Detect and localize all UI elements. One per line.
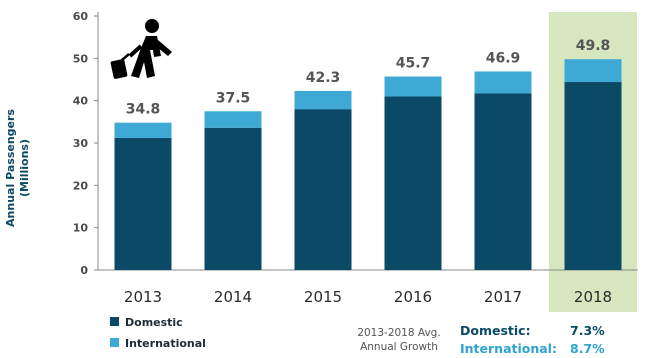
total-label-2014: 37.5	[216, 90, 251, 106]
growth-domestic-value: 7.3%	[570, 323, 605, 338]
growth-domestic-label: Domestic:	[460, 323, 531, 338]
growth-title-line2: Annual Growth	[360, 341, 438, 353]
total-label-2016: 45.7	[396, 56, 431, 72]
y-tick-label: 10	[73, 222, 89, 235]
legend-swatch-international	[110, 338, 119, 347]
legend-international: International	[110, 337, 206, 350]
growth-title-line1: 2013-2018 Avg.	[357, 327, 441, 339]
bar-domestic-2014	[204, 127, 262, 270]
x-tick-label-2016: 2016	[394, 288, 432, 306]
legend-label-domestic: Domestic	[125, 316, 183, 329]
y-axis-sublabel: (Millions)	[18, 139, 31, 197]
bar-domestic-2015	[294, 109, 352, 270]
x-tick-label-2013: 2013	[124, 288, 162, 306]
y-tick-label: 30	[73, 137, 89, 150]
y-tick-label: 20	[73, 179, 89, 192]
bar-international-2013	[114, 122, 172, 138]
y-tick-label: 0	[80, 264, 88, 277]
y-tick-label: 40	[73, 95, 89, 108]
x-tick-label-2015: 2015	[304, 288, 342, 306]
growth-international-label: International:	[460, 341, 557, 356]
growth-title: 2013-2018 Avg. Annual Growth	[340, 326, 458, 354]
bar-domestic-2017	[474, 93, 532, 270]
x-tick-label-2014: 2014	[214, 288, 252, 306]
bar-domestic-2016	[384, 96, 442, 270]
bar-domestic-2018	[564, 82, 622, 270]
x-tick-label-2017: 2017	[484, 288, 522, 306]
bar-international-2014	[204, 111, 262, 128]
total-label-2015: 42.3	[306, 70, 341, 86]
legend-swatch-domestic	[110, 317, 119, 326]
traveler-with-luggage-icon	[110, 19, 172, 79]
bar-international-2015	[294, 90, 352, 110]
y-axis-label: Annual Passengers	[4, 109, 17, 227]
y-tick-label: 50	[73, 52, 89, 65]
legend-label-international: International	[125, 337, 206, 350]
legend-domestic: Domestic	[110, 316, 183, 329]
growth-international-value: 8.7%	[570, 341, 605, 356]
total-label-2018: 49.8	[576, 38, 611, 54]
bar-international-2016	[384, 76, 442, 97]
total-label-2017: 46.9	[486, 50, 521, 66]
bar-international-2018	[564, 59, 622, 83]
bar-international-2017	[474, 71, 532, 94]
total-label-2013: 34.8	[126, 102, 161, 118]
y-tick-label: 60	[73, 10, 89, 23]
x-tick-label-2018: 2018	[574, 288, 612, 306]
bar-domestic-2013	[114, 137, 172, 270]
